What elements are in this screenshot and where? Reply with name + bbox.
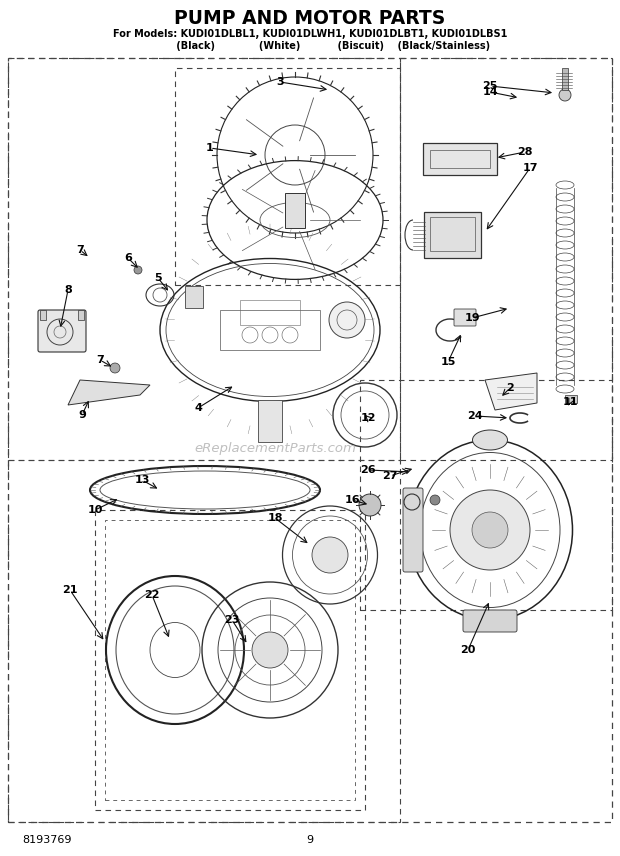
Text: 13: 13 (135, 475, 149, 485)
Text: 8: 8 (64, 285, 72, 295)
Text: 21: 21 (62, 585, 78, 595)
Bar (430, 150, 490, 168)
Bar (8, 58, 400, 460)
FancyBboxPatch shape (423, 143, 497, 175)
Bar (78, 310, 84, 320)
Circle shape (329, 302, 365, 338)
Text: 12: 12 (360, 413, 376, 423)
Text: 20: 20 (460, 645, 476, 655)
Text: 25: 25 (482, 81, 498, 91)
Bar (8, 460, 400, 822)
Text: eReplacementParts.com: eReplacementParts.com (194, 442, 356, 455)
Text: 15: 15 (440, 357, 456, 367)
Circle shape (472, 512, 508, 548)
Polygon shape (68, 380, 150, 405)
Bar (400, 58, 612, 460)
Bar (40, 310, 46, 320)
Text: 11: 11 (562, 397, 578, 407)
Bar (240, 300, 300, 325)
Text: 5: 5 (154, 273, 162, 283)
FancyBboxPatch shape (403, 488, 423, 572)
Circle shape (252, 632, 288, 668)
Circle shape (430, 495, 440, 505)
FancyBboxPatch shape (38, 310, 86, 352)
Text: 22: 22 (144, 590, 160, 600)
Bar (105, 520, 355, 800)
Text: 18: 18 (267, 513, 283, 523)
Bar (565, 395, 577, 403)
Text: 3: 3 (276, 77, 284, 87)
Circle shape (450, 490, 530, 570)
Text: For Models: KUDI01DLBL1, KUDI01DLWH1, KUDI01DLBT1, KUDI01DLBS1: For Models: KUDI01DLBL1, KUDI01DLWH1, KU… (113, 29, 507, 39)
FancyBboxPatch shape (185, 286, 203, 308)
Ellipse shape (472, 430, 508, 450)
Text: 27: 27 (383, 471, 398, 481)
Bar (8, 58, 612, 822)
Bar (95, 510, 365, 810)
FancyBboxPatch shape (463, 610, 517, 632)
Text: 4: 4 (194, 403, 202, 413)
Bar (360, 380, 612, 610)
Text: 14: 14 (482, 87, 498, 97)
Text: 7: 7 (76, 245, 84, 255)
Text: 19: 19 (464, 313, 480, 323)
Circle shape (559, 89, 571, 101)
FancyBboxPatch shape (454, 309, 476, 326)
Bar (258, 400, 282, 442)
Polygon shape (485, 373, 537, 410)
Bar (285, 193, 305, 228)
Text: 16: 16 (344, 495, 360, 505)
Text: 7: 7 (96, 355, 104, 365)
Text: (Black)             (White)           (Biscuit)    (Black/Stainless): (Black) (White) (Biscuit) (Black/Stainle… (130, 41, 490, 51)
Circle shape (359, 494, 381, 516)
Text: 10: 10 (87, 505, 103, 515)
Text: 24: 24 (467, 411, 483, 421)
Text: 6: 6 (124, 253, 132, 263)
Circle shape (110, 363, 120, 373)
Text: 23: 23 (224, 615, 240, 625)
Text: 26: 26 (360, 465, 376, 475)
Circle shape (134, 266, 142, 274)
Bar (175, 68, 400, 285)
FancyBboxPatch shape (424, 212, 481, 258)
Circle shape (312, 537, 348, 573)
Bar (430, 217, 475, 251)
Text: PUMP AND MOTOR PARTS: PUMP AND MOTOR PARTS (174, 9, 446, 27)
Text: 2: 2 (506, 383, 514, 393)
Text: 28: 28 (517, 147, 533, 157)
Bar (562, 68, 568, 90)
Text: 9: 9 (78, 410, 86, 420)
Text: 9: 9 (306, 835, 314, 845)
Text: 17: 17 (522, 163, 538, 173)
Bar (220, 310, 320, 350)
Text: 1: 1 (206, 143, 214, 153)
Text: 8193769: 8193769 (22, 835, 71, 845)
